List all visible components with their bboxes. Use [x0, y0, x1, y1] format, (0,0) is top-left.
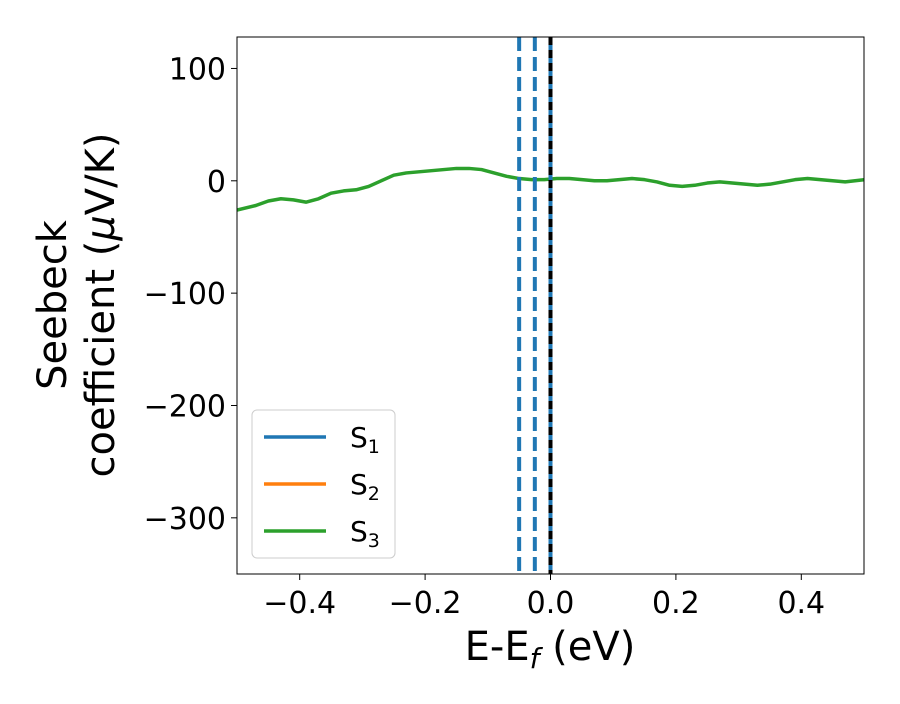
plot-area	[237, 37, 864, 574]
x-tick-label-2: −0.2	[389, 586, 462, 621]
y-axis-label-line2: coefficient (μV/K)	[78, 133, 124, 478]
y-tick-label-4: −200	[144, 389, 226, 424]
legend-label-3: S3	[350, 515, 380, 552]
y-tick-label-5: −300	[144, 502, 226, 537]
x-tick-label-3: 0.0	[527, 586, 575, 621]
y-tick-label-1: 100	[169, 52, 226, 87]
axis-ticks: −0.4 −0.2 0.0 0.2 0.4 100 0 −100 −200 −300	[144, 52, 826, 621]
legend-label-1: S1	[350, 421, 380, 458]
x-tick-label-4: 0.2	[652, 586, 700, 621]
x-tick-label-5: 0.4	[777, 586, 825, 621]
y-tick-label-2: 0	[207, 165, 226, 200]
x-axis-label: E-Ef (eV)	[465, 624, 636, 675]
legend: S1 S2 S3	[251, 409, 396, 559]
plot-marks	[237, 37, 864, 574]
y-tick-label-3: −100	[144, 277, 226, 312]
legend-label-2: S2	[350, 468, 380, 505]
x-tick-label-1: −0.4	[263, 586, 336, 621]
y-axis-label-line1: Seebeck	[30, 219, 76, 390]
